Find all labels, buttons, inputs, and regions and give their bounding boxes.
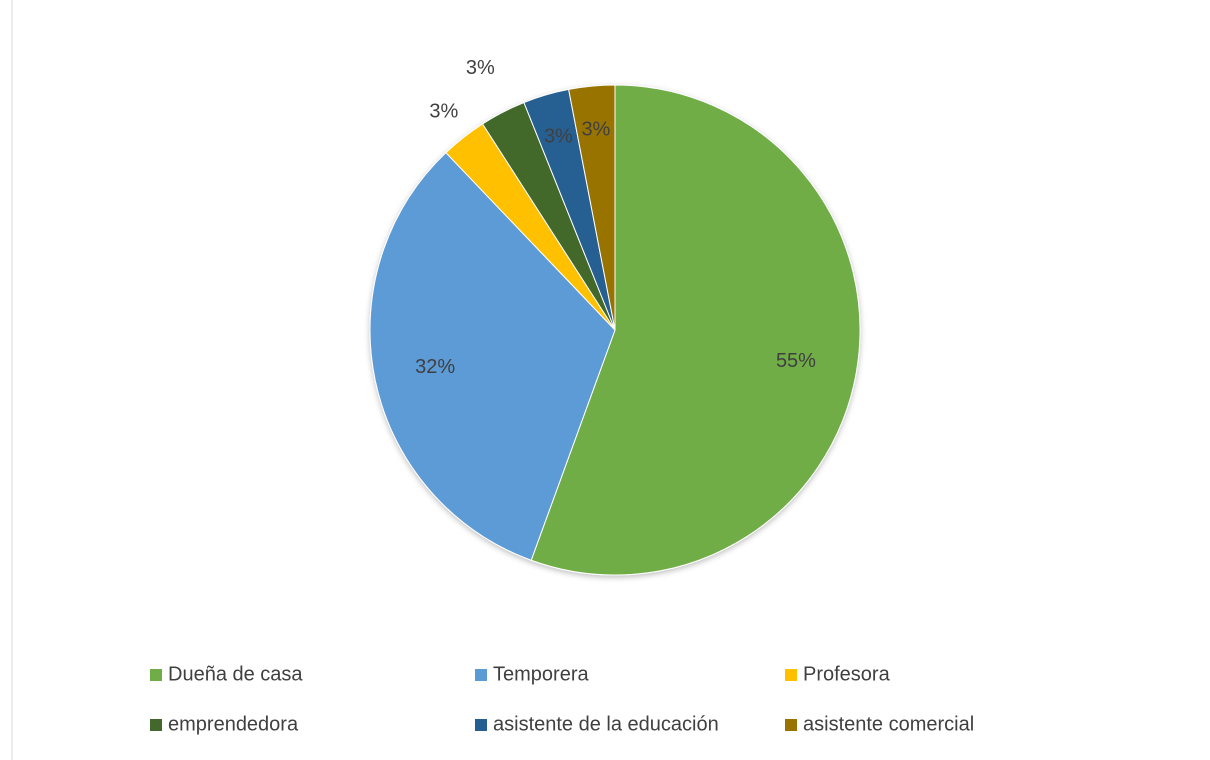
legend-label: asistente de la educación	[493, 713, 719, 735]
data-label: 3%	[581, 118, 610, 140]
legend-swatch	[475, 669, 487, 681]
legend-swatch	[150, 669, 162, 681]
legend-swatch	[150, 719, 162, 731]
legend-swatch	[475, 719, 487, 731]
legend-label: emprendedora	[168, 713, 299, 735]
legend-swatch	[785, 669, 797, 681]
data-label: 3%	[429, 101, 458, 123]
pie-slice	[568, 84, 616, 331]
pie	[369, 84, 861, 576]
legend-label: Dueña de casa	[168, 663, 303, 685]
pie-slice	[369, 151, 616, 561]
pie-slice	[530, 84, 861, 576]
legend-label: asistente comercial	[803, 713, 974, 735]
legend-label: Profesora	[803, 663, 891, 685]
legend-swatch	[785, 719, 797, 731]
data-label: 32%	[415, 356, 455, 378]
data-label: 3%	[466, 57, 495, 79]
data-label: 3%	[544, 126, 573, 148]
data-label: 55%	[776, 350, 816, 372]
legend-label: Temporera	[493, 663, 589, 685]
